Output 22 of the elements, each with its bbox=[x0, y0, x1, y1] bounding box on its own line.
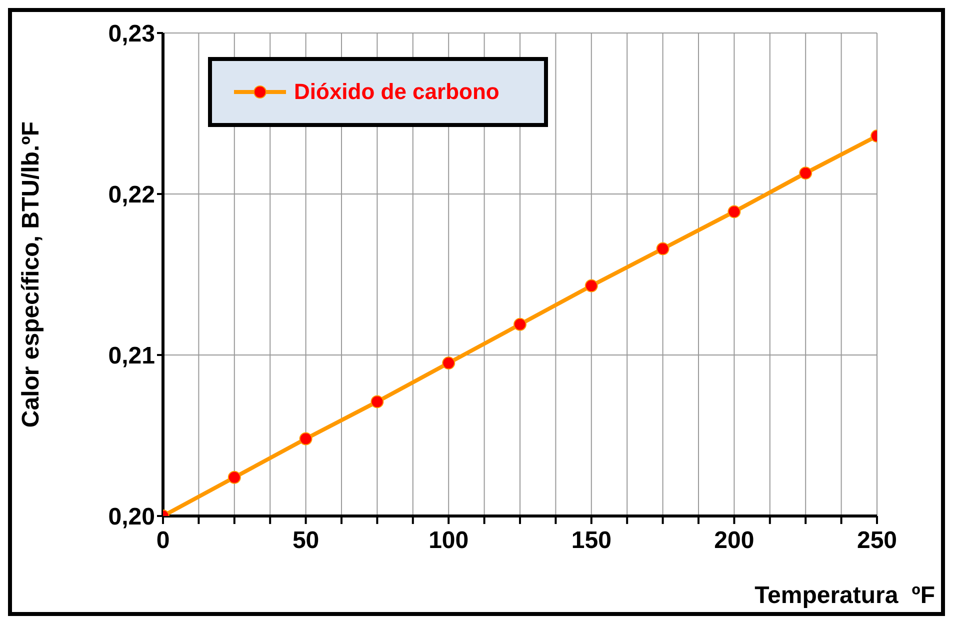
x-axis-title: Temperatura ºF bbox=[754, 582, 935, 610]
point bbox=[228, 470, 241, 484]
x-tick-label: 0 bbox=[156, 527, 170, 554]
point bbox=[514, 318, 526, 331]
point bbox=[442, 356, 456, 370]
legend-label: Dióxido de carbono bbox=[294, 79, 500, 105]
y-tick-label: 0,22 bbox=[108, 182, 155, 209]
y-tick-label: 0,21 bbox=[108, 342, 155, 370]
x-tick-label: 200 bbox=[714, 527, 754, 554]
point bbox=[370, 395, 384, 408]
x-tick-label: 50 bbox=[292, 527, 320, 554]
x-tick-label: 250 bbox=[856, 527, 898, 554]
point bbox=[584, 279, 598, 292]
x-tick-label: 100 bbox=[428, 527, 469, 554]
y-axis-title: Calor específico, BTU/lb.ºF bbox=[18, 121, 45, 428]
y-tick-label: 0,20 bbox=[108, 504, 155, 531]
y-tick-label: 0,23 bbox=[108, 20, 155, 48]
point bbox=[799, 166, 812, 180]
point bbox=[656, 242, 670, 256]
x-tick-label: 150 bbox=[571, 527, 612, 554]
point bbox=[728, 205, 741, 218]
point bbox=[299, 432, 312, 446]
